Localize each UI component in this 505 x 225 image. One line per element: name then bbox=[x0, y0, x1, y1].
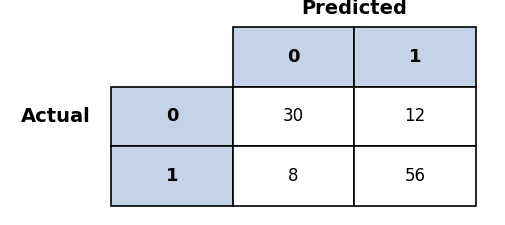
Text: Actual: Actual bbox=[21, 107, 90, 126]
Bar bbox=[354, 87, 475, 146]
Bar bbox=[232, 146, 354, 206]
Text: 30: 30 bbox=[282, 108, 304, 126]
Text: Predicted: Predicted bbox=[300, 0, 407, 18]
Text: 1: 1 bbox=[166, 167, 178, 185]
Bar bbox=[111, 87, 232, 146]
Text: 0: 0 bbox=[166, 108, 178, 126]
Bar bbox=[232, 87, 354, 146]
Text: 12: 12 bbox=[403, 108, 425, 126]
Bar bbox=[232, 27, 354, 87]
Text: 8: 8 bbox=[288, 167, 298, 185]
Text: 1: 1 bbox=[408, 48, 420, 66]
Bar bbox=[111, 146, 232, 206]
Bar bbox=[354, 146, 475, 206]
Bar bbox=[354, 27, 475, 87]
Text: 0: 0 bbox=[287, 48, 299, 66]
Text: 56: 56 bbox=[403, 167, 425, 185]
